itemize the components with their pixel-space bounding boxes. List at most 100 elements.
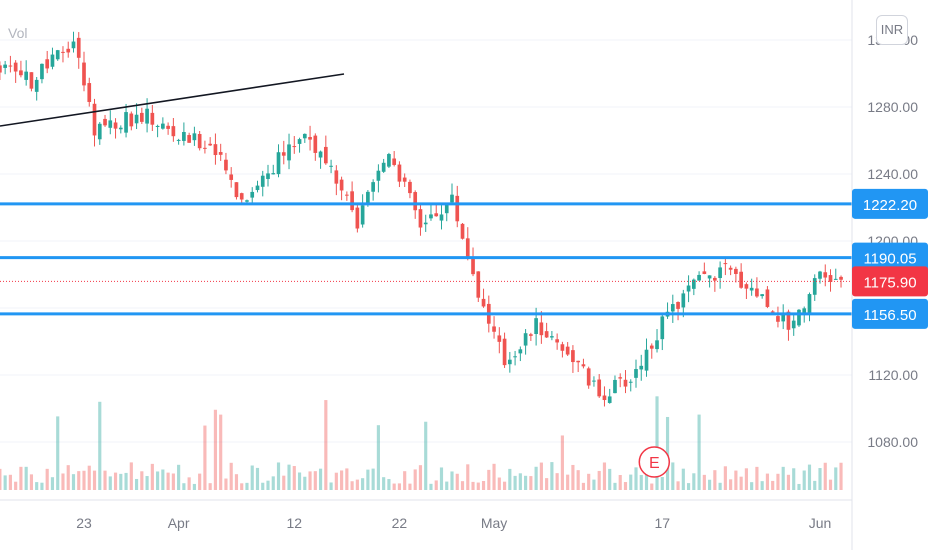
volume-bar	[476, 482, 480, 490]
candle-body	[718, 267, 722, 279]
candle-body	[260, 175, 265, 187]
volume-bar	[261, 482, 265, 490]
candle-body	[345, 194, 349, 196]
candle-body	[334, 170, 339, 184]
candle-body	[55, 50, 60, 60]
candle-body	[192, 133, 197, 141]
candle-body	[34, 79, 39, 92]
candle-body	[355, 207, 360, 229]
volume-bar	[245, 482, 249, 490]
volume-bar	[545, 478, 549, 490]
candle-body	[807, 294, 812, 313]
candle-body	[92, 103, 97, 136]
trendline[interactable]	[0, 73, 345, 127]
volume-bar	[340, 470, 344, 490]
volume-bar	[113, 472, 118, 490]
volume-bar	[613, 482, 617, 490]
candle-body	[765, 289, 770, 307]
currency-button[interactable]: INR	[876, 15, 908, 45]
candle-body	[529, 334, 533, 336]
volume-bar	[602, 462, 607, 490]
volume-bar	[103, 470, 107, 490]
candle-body	[723, 263, 728, 265]
volume-bar	[124, 472, 128, 490]
candle-body	[770, 311, 775, 313]
volume-bar	[518, 473, 522, 490]
candle-body	[45, 59, 50, 69]
candle-body	[497, 335, 502, 342]
earnings-marker[interactable]: E	[638, 446, 671, 478]
candle-body	[134, 114, 139, 124]
candle-body	[502, 338, 507, 366]
candle-body	[24, 71, 29, 80]
x-tick-label: 17	[654, 515, 670, 531]
horizontal-levels[interactable]	[0, 202, 852, 316]
candle-body	[208, 143, 213, 146]
volume-bar	[497, 477, 501, 490]
volume-bar	[366, 469, 370, 490]
volume-bar	[713, 470, 717, 490]
candle-body	[839, 276, 843, 280]
volume-bar	[813, 480, 817, 490]
candle-body	[171, 126, 176, 137]
volume-bar	[566, 474, 570, 490]
candle-body	[8, 65, 13, 67]
candle-body	[182, 131, 186, 141]
candle-body	[539, 322, 544, 336]
volume-bar	[618, 475, 622, 490]
earnings-marker-circle[interactable]	[638, 446, 671, 478]
volume-bar	[198, 473, 202, 490]
level-price-tag	[852, 188, 928, 219]
candle-body	[439, 214, 444, 221]
candle-body	[281, 152, 286, 156]
volume-bar	[723, 466, 727, 490]
trendline-segment[interactable]	[0, 73, 345, 127]
volume-bar	[134, 478, 139, 490]
volume-bar	[345, 468, 349, 490]
candle-body	[818, 271, 822, 279]
volume-bar	[192, 483, 196, 490]
candle-body	[691, 279, 696, 289]
volume-bar	[776, 473, 780, 490]
candle-body	[234, 182, 239, 198]
candle-body	[681, 293, 686, 308]
volume-bar	[287, 464, 291, 490]
candle-body	[203, 147, 207, 149]
volume-bar	[382, 477, 386, 490]
volume-bar	[697, 414, 701, 490]
volume-bar	[460, 481, 465, 490]
candle-body	[555, 339, 559, 343]
volume-bar	[119, 473, 123, 490]
volume-bar	[702, 474, 706, 490]
x-tick-label: 12	[286, 515, 302, 531]
volume-bar	[734, 470, 738, 490]
volume-bar	[534, 466, 538, 490]
candle-body	[29, 72, 34, 89]
candle-body	[50, 54, 55, 67]
level-price-label: 1156.50	[863, 307, 916, 324]
candle-body	[744, 284, 749, 289]
candle-body	[686, 285, 691, 292]
candle-body	[392, 158, 397, 165]
candle-body	[118, 127, 123, 130]
candle-body	[19, 70, 23, 76]
candle-body	[560, 344, 565, 351]
last-price-tag	[852, 266, 928, 297]
candle-body	[802, 308, 807, 315]
volume-bar	[597, 470, 601, 490]
candle-body	[460, 223, 465, 239]
volume-bar	[14, 481, 18, 490]
volume-bar	[403, 471, 407, 490]
volume-bar	[676, 481, 680, 490]
volume-bar	[24, 466, 28, 490]
candle-body	[781, 312, 786, 322]
volume-bar	[434, 480, 438, 490]
volume-bar	[686, 483, 691, 490]
volume-bar	[397, 483, 402, 490]
volume-bar	[35, 482, 39, 490]
candle-body	[381, 162, 386, 172]
candle-body	[450, 194, 454, 203]
volume-bar	[182, 483, 186, 490]
volume-bar	[71, 474, 76, 490]
